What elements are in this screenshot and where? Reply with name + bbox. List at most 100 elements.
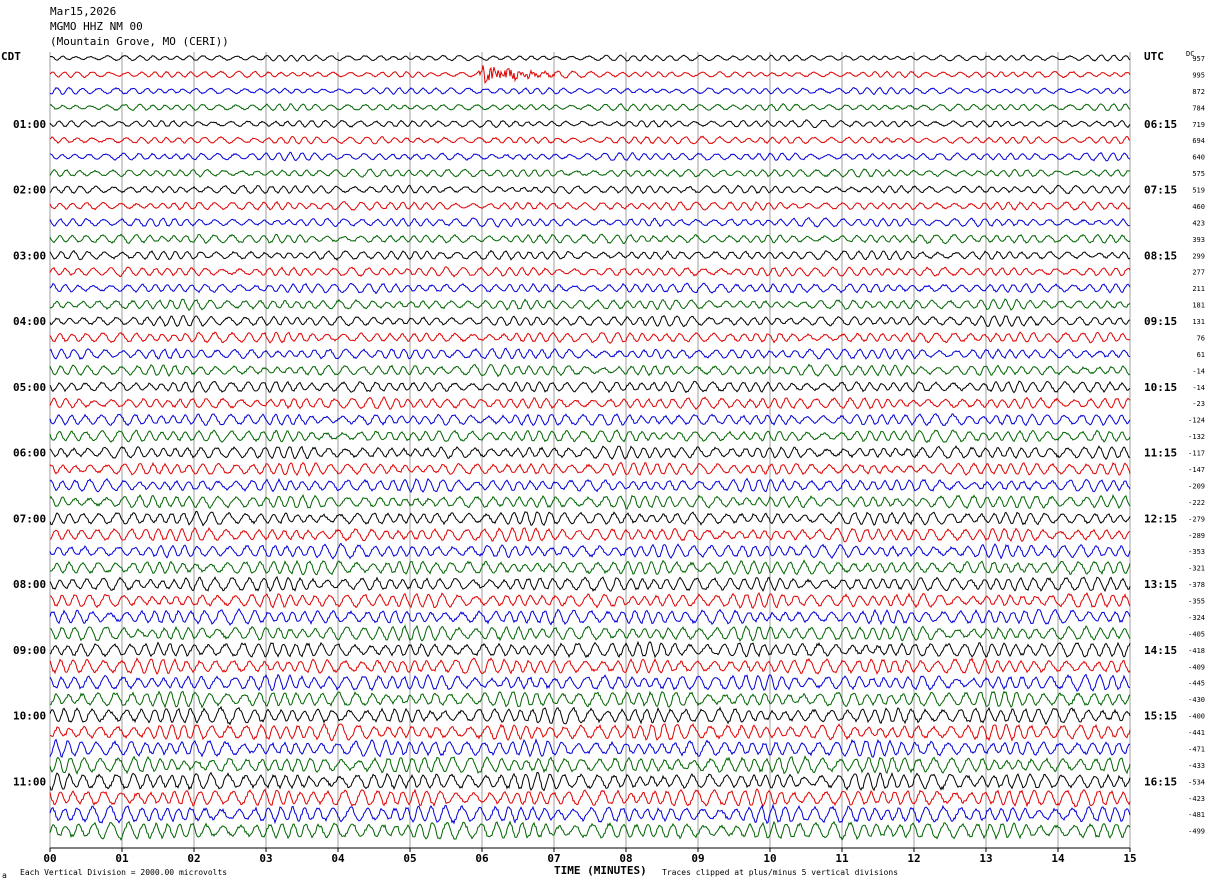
seismic-trace-13 <box>49 249 1131 261</box>
dc-offset-label: -441 <box>1188 729 1205 737</box>
seismic-trace-32 <box>49 559 1131 576</box>
utc-time-label: 06:15 <box>1144 118 1177 131</box>
dc-offset-label: -23 <box>1192 400 1205 408</box>
scale-note: Each Vertical Division = 2000.00 microvo… <box>20 868 227 877</box>
dc-offset-label: -405 <box>1188 630 1205 638</box>
dc-offset-label: 694 <box>1192 137 1205 145</box>
utc-time-label: 15:15 <box>1144 710 1177 723</box>
seismic-trace-41 <box>49 705 1131 726</box>
local-time-labels: 01:00 02:00 03:00 04:00 05:00 06:00 07:00 08:00… <box>13 118 46 789</box>
dc-offset-label: 131 <box>1192 318 1205 326</box>
dc-offset-label: -289 <box>1188 532 1205 540</box>
seismic-trace-22 <box>49 396 1131 411</box>
dc-offset-label: 784 <box>1192 104 1205 112</box>
dc-offset-label: -14 <box>1192 367 1205 375</box>
seismic-trace-45 <box>49 771 1131 792</box>
dc-offset-label: -409 <box>1188 663 1205 671</box>
local-time-label: 04:00 <box>13 315 46 328</box>
seismic-trace-43 <box>49 737 1131 759</box>
x-tick-label: 05 <box>403 852 416 865</box>
x-tick-label: 07 <box>547 852 560 865</box>
x-tick-label: 11 <box>835 852 849 865</box>
dc-offset-label: -418 <box>1188 647 1205 655</box>
seismic-trace-21 <box>49 380 1131 394</box>
seismic-trace-10 <box>49 201 1131 212</box>
dc-offset-label: 640 <box>1192 154 1205 162</box>
dc-offset-label: -499 <box>1188 828 1205 836</box>
dc-offset-label: 181 <box>1192 302 1205 310</box>
seismic-trace-8 <box>49 168 1130 178</box>
seismic-trace-7 <box>49 151 1131 162</box>
utc-time-label: 07:15 <box>1144 184 1177 197</box>
local-time-label: 10:00 <box>13 710 46 723</box>
seismic-trace-12 <box>49 233 1131 245</box>
dc-offset-label: -378 <box>1188 581 1205 589</box>
utc-time-label: 11:15 <box>1144 447 1177 460</box>
local-time-label: 05:00 <box>13 381 46 394</box>
dc-offset-label: 423 <box>1192 219 1205 227</box>
dc-offset-label: 393 <box>1192 236 1205 244</box>
seismic-trace-31 <box>49 542 1131 560</box>
seismic-trace-33 <box>49 576 1131 593</box>
dc-offset-label: 277 <box>1192 269 1205 277</box>
utc-time-label: 12:15 <box>1144 512 1177 525</box>
dc-offset-label: -445 <box>1188 680 1205 688</box>
dc-offset-label: -124 <box>1188 417 1205 425</box>
dc-offset-label: -279 <box>1188 515 1205 523</box>
seismic-trace-29 <box>49 510 1131 527</box>
dc-offset-label: 211 <box>1192 285 1205 293</box>
seismic-trace-15 <box>49 282 1131 295</box>
dc-offset-label: 719 <box>1192 121 1205 129</box>
dc-offset-label: 61 <box>1197 351 1205 359</box>
dc-offset-label: -147 <box>1188 466 1205 474</box>
dc-offset-labels: 957 995 872 784 719 694 640 575 519 460 423 393 299 2… <box>1188 55 1205 836</box>
utc-time-label: 14:15 <box>1144 644 1177 657</box>
seismic-trace-19 <box>49 347 1131 361</box>
dc-offset-label: 957 <box>1192 55 1205 63</box>
dc-offset-label: 872 <box>1192 88 1205 96</box>
seismic-trace-48 <box>49 820 1131 841</box>
local-time-label: 09:00 <box>13 644 46 657</box>
header-date: Mar15,2026 <box>50 5 116 18</box>
seismic-trace-30 <box>49 526 1131 543</box>
seismic-trace-36 <box>49 624 1131 642</box>
dc-offset-label: -534 <box>1188 778 1205 786</box>
seismic-trace-28 <box>49 493 1131 510</box>
local-time-label: 07:00 <box>13 512 46 525</box>
dc-offset-label: -321 <box>1188 565 1205 573</box>
seismic-trace-6 <box>49 135 1131 145</box>
seismic-trace-5 <box>49 119 1131 129</box>
seismic-trace-17 <box>49 314 1131 328</box>
x-tick-label: 15 <box>1123 852 1136 865</box>
seismic-trace-46 <box>49 788 1131 808</box>
x-tick-label: 08 <box>619 852 632 865</box>
dc-offset-label: -209 <box>1188 482 1205 490</box>
x-tick-label: 13 <box>979 852 992 865</box>
dc-offset-label: -430 <box>1188 696 1205 704</box>
seismic-trace-3 <box>49 86 1131 96</box>
x-tick-label: 02 <box>187 852 200 865</box>
seismic-traces <box>49 54 1131 841</box>
seismic-trace-27 <box>49 477 1131 493</box>
seismic-trace-47 <box>49 803 1131 825</box>
dc-offset-label: -433 <box>1188 762 1205 770</box>
x-tick-label: 04 <box>331 852 345 865</box>
header-station: MGMO HHZ NM 00 <box>50 20 143 33</box>
utc-time-label: 09:15 <box>1144 315 1177 328</box>
x-tick-label: 03 <box>259 852 272 865</box>
dc-offset-label: 299 <box>1192 252 1205 260</box>
seismic-trace-20 <box>49 363 1131 378</box>
x-tick-label: 14 <box>1051 852 1065 865</box>
utc-time-labels: 06:15 07:15 08:15 09:15 10:15 11:15 12:15 13:15… <box>1144 118 1177 789</box>
dc-offset-label: 460 <box>1192 203 1205 211</box>
header-location: (Mountain Grove, MO (CERI)) <box>50 35 229 48</box>
x-axis-ticks: 00 01 02 03 04 05 06 07 08 09 10 11 12 13 14 15 <box>43 848 1137 865</box>
x-tick-label: 06 <box>475 852 489 865</box>
dc-offset-label: -14 <box>1192 384 1205 392</box>
seismic-trace-2 <box>49 65 1131 85</box>
dc-offset-label: 995 <box>1192 71 1205 79</box>
dc-label: DC <box>1186 50 1194 58</box>
seismic-trace-24 <box>49 429 1131 443</box>
corner-mark: a <box>2 871 7 880</box>
local-time-label: 08:00 <box>13 578 46 591</box>
